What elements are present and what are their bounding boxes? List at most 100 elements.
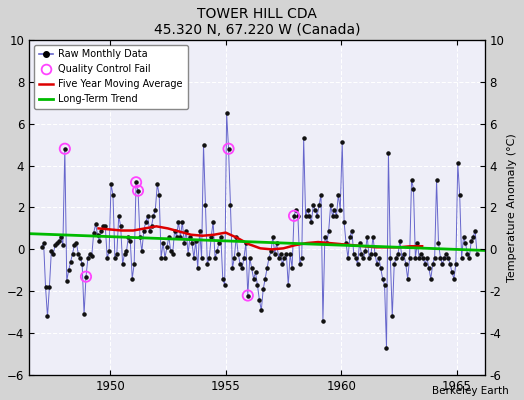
Point bbox=[80, 311, 88, 318]
Point bbox=[373, 261, 381, 267]
Point bbox=[170, 227, 179, 234]
Point bbox=[45, 284, 53, 290]
Point bbox=[336, 206, 344, 213]
Point bbox=[352, 254, 360, 261]
Point bbox=[132, 179, 140, 186]
Point bbox=[398, 254, 406, 261]
Point bbox=[70, 242, 79, 248]
Legend: Raw Monthly Data, Quality Control Fail, Five Year Moving Average, Long-Term Tren: Raw Monthly Data, Quality Control Fail, … bbox=[34, 44, 188, 109]
Point bbox=[147, 223, 156, 230]
Point bbox=[305, 213, 314, 219]
Point bbox=[216, 234, 225, 240]
Point bbox=[97, 227, 106, 234]
Point bbox=[427, 276, 435, 282]
Point bbox=[313, 213, 321, 219]
Point bbox=[275, 254, 283, 261]
Point bbox=[207, 234, 215, 240]
Point bbox=[161, 254, 169, 261]
Point bbox=[76, 254, 84, 261]
Point bbox=[149, 213, 158, 219]
Point bbox=[455, 192, 464, 198]
Point bbox=[259, 286, 267, 292]
Point bbox=[201, 202, 210, 208]
Point bbox=[257, 307, 266, 313]
Point bbox=[115, 213, 123, 219]
Point bbox=[298, 254, 306, 261]
Point bbox=[246, 254, 254, 261]
Point bbox=[280, 254, 289, 261]
Point bbox=[134, 188, 142, 194]
Point bbox=[232, 234, 241, 240]
Point bbox=[340, 219, 348, 225]
Point bbox=[269, 234, 277, 240]
Point bbox=[394, 250, 402, 257]
Point bbox=[176, 234, 184, 240]
Point bbox=[424, 265, 433, 272]
Point bbox=[311, 206, 320, 213]
Point bbox=[209, 219, 217, 225]
Point bbox=[407, 177, 416, 183]
Point bbox=[192, 238, 200, 244]
Point bbox=[222, 110, 231, 116]
Point bbox=[406, 254, 414, 261]
Point bbox=[205, 254, 213, 261]
Point bbox=[386, 254, 395, 261]
Point bbox=[116, 223, 125, 230]
Point bbox=[403, 276, 412, 282]
Point bbox=[234, 250, 243, 257]
Point bbox=[113, 250, 121, 257]
Point bbox=[452, 261, 460, 267]
Point bbox=[169, 250, 177, 257]
Point bbox=[144, 213, 152, 219]
Point bbox=[159, 240, 167, 246]
Point bbox=[90, 230, 98, 236]
Point bbox=[442, 250, 451, 257]
Point bbox=[226, 202, 235, 208]
Point bbox=[286, 250, 294, 257]
Point bbox=[122, 248, 130, 255]
Point bbox=[184, 250, 192, 257]
Point bbox=[355, 240, 364, 246]
Point bbox=[124, 234, 133, 240]
Point bbox=[421, 261, 429, 267]
Point bbox=[369, 234, 377, 240]
Point bbox=[224, 146, 233, 152]
Point bbox=[74, 250, 82, 257]
Point bbox=[139, 227, 148, 234]
Y-axis label: Temperature Anomaly (°C): Temperature Anomaly (°C) bbox=[507, 133, 517, 282]
Point bbox=[303, 206, 312, 213]
Point bbox=[238, 265, 246, 272]
Point bbox=[167, 248, 175, 255]
Point bbox=[255, 296, 264, 303]
Point bbox=[323, 240, 331, 246]
Point bbox=[84, 254, 92, 261]
Point bbox=[270, 250, 279, 257]
Point bbox=[363, 234, 372, 240]
Point bbox=[82, 274, 90, 280]
Point bbox=[109, 192, 117, 198]
Point bbox=[329, 213, 337, 219]
Point bbox=[236, 261, 244, 267]
Point bbox=[417, 250, 425, 257]
Point bbox=[172, 234, 181, 240]
Title: TOWER HILL CDA
45.320 N, 67.220 W (Canada): TOWER HILL CDA 45.320 N, 67.220 W (Canad… bbox=[154, 7, 360, 37]
Point bbox=[141, 219, 150, 225]
Point bbox=[292, 206, 300, 213]
Point bbox=[434, 240, 443, 246]
Point bbox=[383, 345, 391, 351]
Point bbox=[38, 244, 46, 250]
Point bbox=[359, 254, 367, 261]
Point bbox=[155, 192, 163, 198]
Point bbox=[346, 234, 354, 240]
Point bbox=[400, 250, 408, 257]
Point bbox=[390, 261, 398, 267]
Point bbox=[138, 248, 146, 255]
Point bbox=[85, 250, 94, 257]
Point bbox=[319, 318, 327, 324]
Point bbox=[429, 261, 437, 267]
Point bbox=[392, 254, 400, 261]
Point bbox=[224, 146, 233, 152]
Point bbox=[334, 192, 343, 198]
Point bbox=[473, 250, 481, 257]
Point bbox=[446, 261, 454, 267]
